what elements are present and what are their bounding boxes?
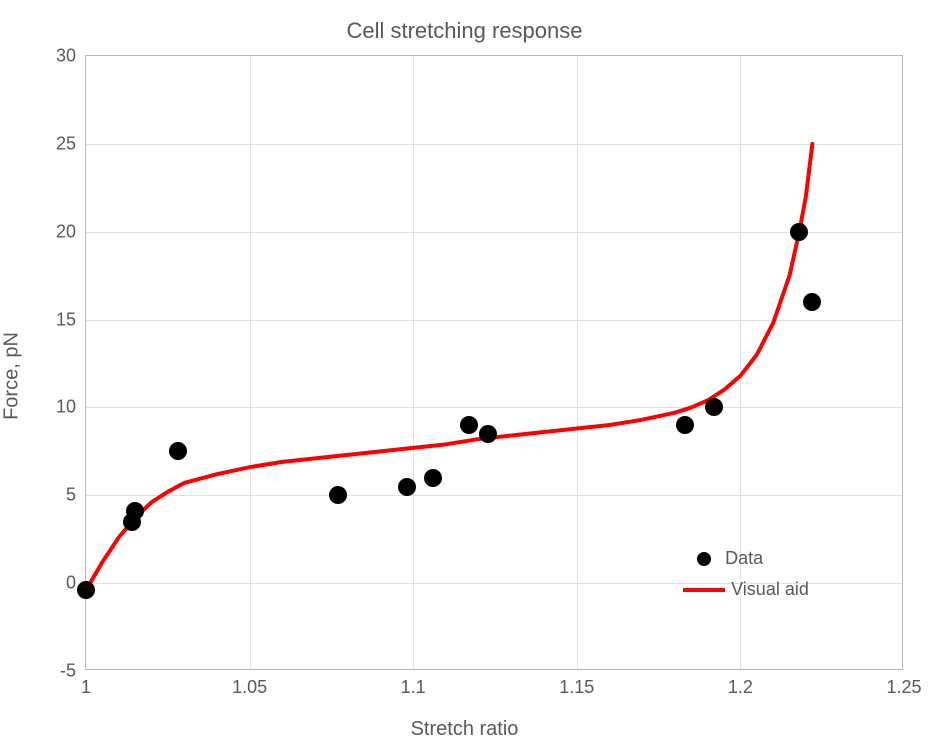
data-point <box>424 469 442 487</box>
x-tick-label: 1.25 <box>886 669 921 698</box>
data-point <box>460 416 478 434</box>
data-point <box>790 223 808 241</box>
y-tick-label: 20 <box>56 221 86 242</box>
legend-marker-dot-icon <box>697 552 711 566</box>
plot-area: -505101520253011.051.11.151.21.25DataVis… <box>85 55 903 670</box>
x-tick-label: 1.1 <box>401 669 426 698</box>
x-tick-label: 1.15 <box>559 669 594 698</box>
data-point <box>77 581 95 599</box>
legend-label: Visual aid <box>731 579 809 600</box>
legend-marker-line-icon <box>683 588 725 592</box>
y-tick-label: 25 <box>56 133 86 154</box>
data-point <box>676 416 694 434</box>
chart-container: Cell stretching response Force, pN Stret… <box>0 0 929 751</box>
data-point <box>398 478 416 496</box>
y-tick-label: 15 <box>56 309 86 330</box>
x-tick-label: 1.05 <box>232 669 267 698</box>
x-axis-label: Stretch ratio <box>0 718 929 741</box>
legend-label: Data <box>725 548 763 569</box>
data-point <box>329 486 347 504</box>
data-point <box>705 398 723 416</box>
y-axis-label: Force, pN <box>1 332 24 420</box>
chart-title: Cell stretching response <box>0 18 929 44</box>
y-tick-label: 10 <box>56 397 86 418</box>
data-point <box>169 442 187 460</box>
data-point <box>126 502 144 520</box>
x-tick-label: 1 <box>81 669 91 698</box>
y-tick-label: 30 <box>56 46 86 67</box>
legend: Data Visual aid <box>683 548 809 610</box>
data-point <box>479 425 497 443</box>
legend-item: Data <box>683 548 809 569</box>
legend-item: Visual aid <box>683 579 809 600</box>
y-tick-label: 5 <box>66 485 86 506</box>
data-point <box>803 293 821 311</box>
x-tick-label: 1.2 <box>728 669 753 698</box>
